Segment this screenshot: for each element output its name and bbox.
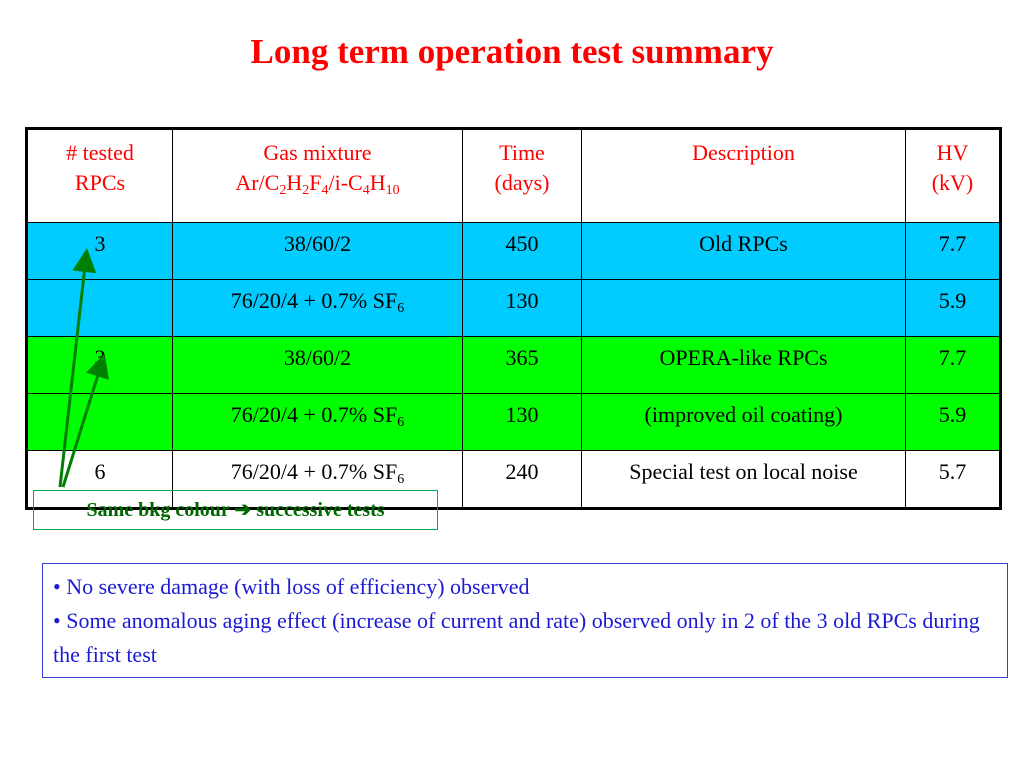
cell-gas: 76/20/4 + 0.7% SF6: [172, 393, 463, 451]
cell-gas: 38/60/2: [172, 222, 463, 280]
cell-gas: 38/60/2: [172, 336, 463, 394]
cell-description: Special test on local noise: [581, 450, 906, 509]
header-hv: HV (kV): [905, 128, 1001, 223]
formula-part: H: [286, 170, 303, 195]
header-time: Time (days): [462, 128, 582, 223]
cell-gas: 76/20/4 + 0.7% SF6: [172, 279, 463, 337]
formula-part: Ar/C: [235, 170, 280, 195]
cell-time: 130: [462, 393, 582, 451]
cell-time: 240: [462, 450, 582, 509]
cell-hv: 7.7: [905, 222, 1001, 280]
formula-sub: 4: [362, 183, 370, 198]
table-row: 76/20/4 + 0.7% SF6 130 5.9: [26, 279, 1001, 337]
cell-tested: 3: [26, 336, 173, 394]
slide-title: Long term operation test summary: [250, 32, 774, 71]
gas-text: 38/60/2: [283, 231, 352, 256]
cell-time: 130: [462, 279, 582, 337]
gas-sub: 6: [397, 472, 405, 487]
header-tested-line1: # tested: [66, 140, 134, 165]
formula-part: F: [309, 170, 322, 195]
table-row: 6 76/20/4 + 0.7% SF6 240 Special test on…: [26, 450, 1001, 509]
cell-description: (improved oil coating): [581, 393, 906, 451]
table-row: 3 38/60/2 450 Old RPCs 7.7: [26, 222, 1001, 280]
formula-part: /i-C: [328, 170, 363, 195]
header-gas-formula: Ar/C2H2F4/i-C4H10: [235, 170, 400, 198]
header-tested-rpcs: # tested RPCs: [26, 128, 173, 223]
header-hv-line1: HV: [936, 140, 969, 165]
formula-sub: 10: [385, 183, 400, 198]
header-description: Description: [581, 128, 906, 223]
cell-hv: 5.9: [905, 393, 1001, 451]
observation-item: • No severe damage (with loss of efficie…: [53, 574, 530, 599]
table-row: 76/20/4 + 0.7% SF6 130 (improved oil coa…: [26, 393, 1001, 451]
cell-tested: [26, 279, 173, 337]
cell-hv: 5.9: [905, 279, 1001, 337]
header-hv-line2: (kV): [931, 170, 974, 195]
gas-sub: 6: [397, 415, 405, 430]
cell-hv: 5.7: [905, 450, 1001, 509]
note-text-before: Same bkg colour: [86, 499, 230, 521]
cell-tested: 3: [26, 222, 173, 280]
note-text-after: successive tests: [256, 499, 385, 521]
formula-sub: 2: [302, 183, 310, 198]
table-row: 3 38/60/2 365 OPERA-like RPCs 7.7: [26, 336, 1001, 394]
observation-item: • Some anomalous aging effect (increase …: [53, 608, 980, 667]
observations-box: • No severe damage (with loss of efficie…: [42, 563, 1008, 678]
formula-part: H: [369, 170, 386, 195]
gas-text: 76/20/4 + 0.7% SF: [230, 459, 398, 484]
cell-hv: 7.7: [905, 336, 1001, 394]
cell-gas: 76/20/4 + 0.7% SF6: [172, 450, 463, 509]
cell-time: 450: [462, 222, 582, 280]
cell-description: [581, 279, 906, 337]
right-arrow-icon: ➔: [234, 499, 252, 521]
gas-text: 76/20/4 + 0.7% SF: [230, 288, 398, 313]
test-summary-table: # tested RPCs Gas mixture Ar/C2H2F4/i-C4…: [25, 127, 1002, 510]
cell-description: Old RPCs: [581, 222, 906, 280]
cell-tested: [26, 393, 173, 451]
formula-sub: 4: [321, 183, 329, 198]
header-time-line1: Time: [499, 140, 545, 165]
cell-description: OPERA-like RPCs: [581, 336, 906, 394]
header-gas-line1: Gas mixture: [263, 140, 372, 165]
cell-time: 365: [462, 336, 582, 394]
formula-sub: 2: [279, 183, 287, 198]
table-header-row: # tested RPCs Gas mixture Ar/C2H2F4/i-C4…: [26, 128, 1001, 223]
header-time-line2: (days): [494, 170, 550, 195]
gas-sub: 6: [397, 301, 405, 316]
background-colour-note: Same bkg colour ➔ successive tests: [33, 490, 438, 530]
gas-text: 76/20/4 + 0.7% SF: [230, 402, 398, 427]
header-tested-line2: RPCs: [74, 170, 126, 195]
gas-text: 38/60/2: [283, 345, 352, 370]
header-gas-mixture: Gas mixture Ar/C2H2F4/i-C4H10: [172, 128, 463, 223]
